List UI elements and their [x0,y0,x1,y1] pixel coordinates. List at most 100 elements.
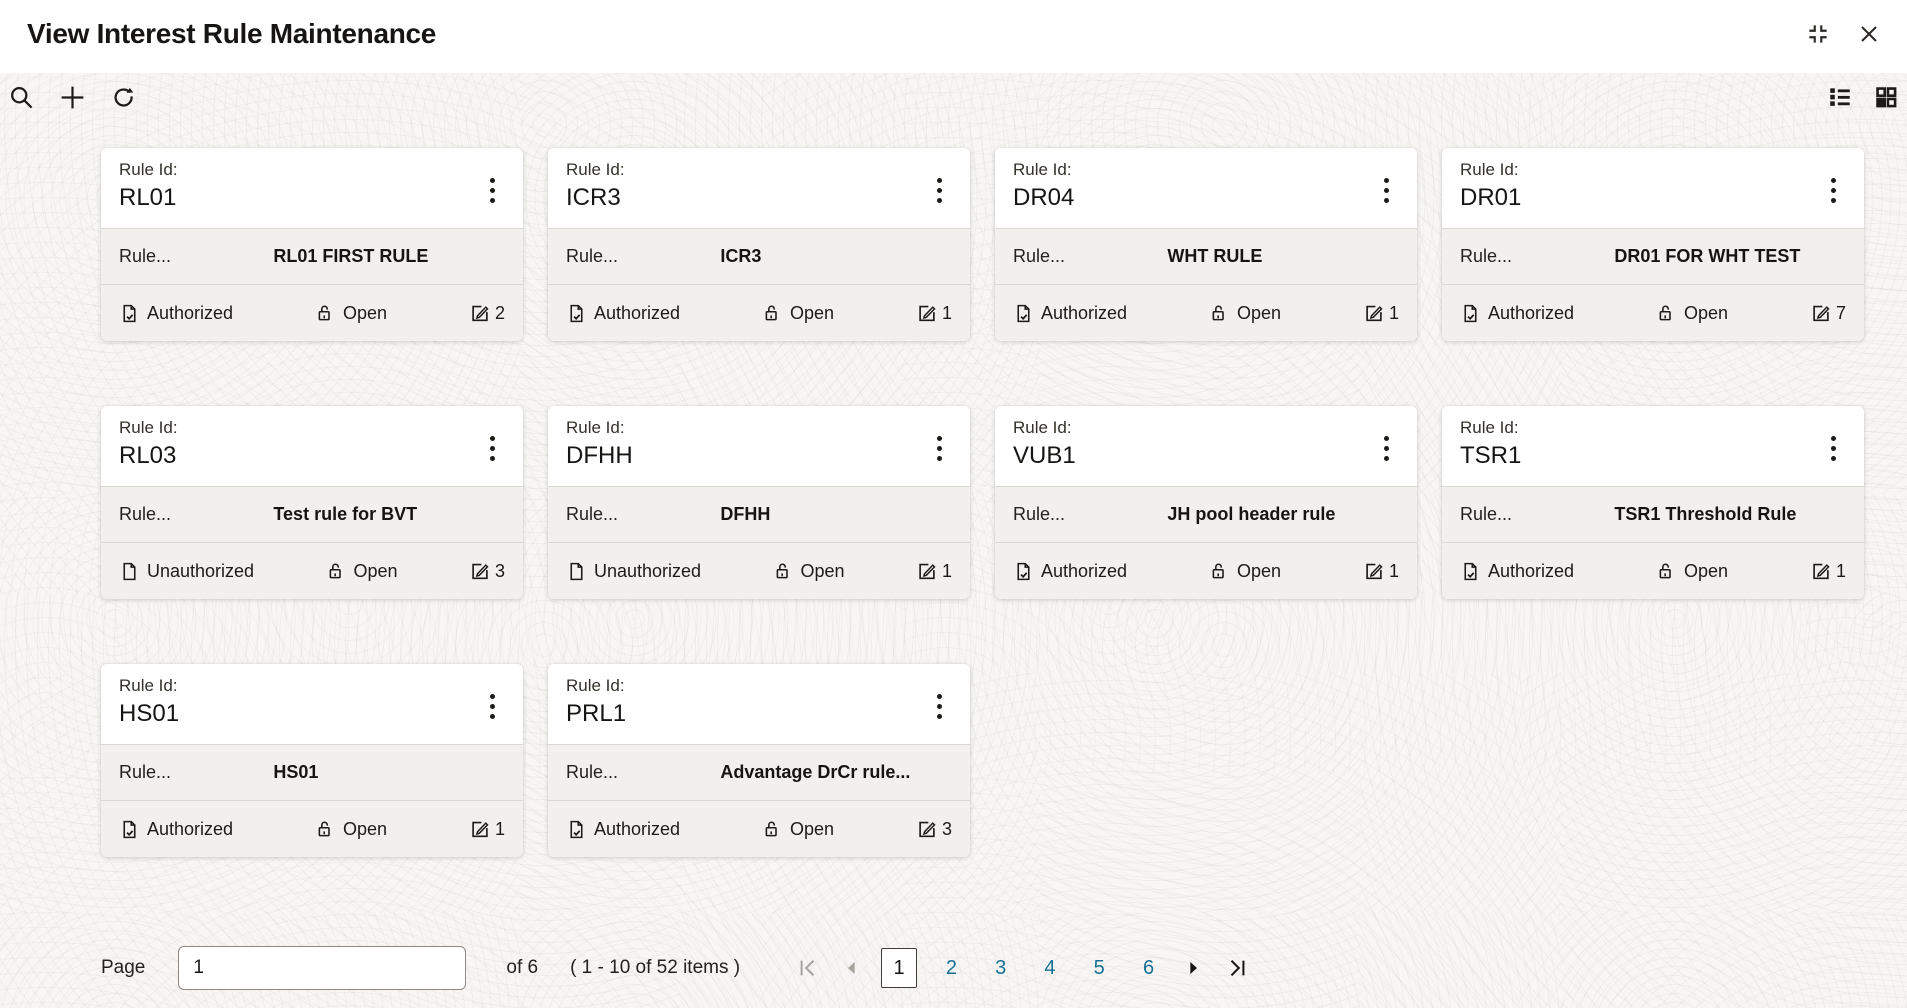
rule-card[interactable]: Rule Id: VUB1 Rule... JH pool header rul… [995,406,1417,599]
modification-count-text: 2 [494,302,505,323]
view-toggle [1827,84,1899,110]
page-title: View Interest Rule Maintenance [27,17,437,49]
kebab-menu-icon[interactable] [1369,167,1403,213]
rule-description-value: Test rule for BVT [273,504,418,524]
page-input[interactable] [178,946,467,990]
authorization-status-text: Authorized [1041,302,1128,323]
rule-description-label: Rule... [1460,504,1513,524]
rule-card[interactable]: Rule Id: DFHH Rule... DFHH Unauth [548,406,970,599]
page-number-button[interactable]: 3 [986,948,1016,988]
last-page-icon[interactable] [1215,946,1259,990]
record-status-text: Open [1237,560,1282,581]
unlock-icon [1212,305,1224,320]
authorization-status: Authorized [1013,561,1127,582]
page-number-button[interactable]: 6 [1134,948,1164,988]
kebab-menu-icon[interactable] [922,425,956,471]
unlock-icon [1659,563,1671,578]
rule-id-value: PRL1 [566,699,627,727]
kebab-menu-icon[interactable] [1816,167,1850,213]
rule-id-value: ICR3 [566,183,621,211]
record-status-text: Open [790,818,835,839]
rule-description-label: Rule... [119,246,172,266]
rule-description-row: Rule... DR01 FOR WHT TEST [1442,228,1864,285]
next-page-icon[interactable] [1171,946,1215,990]
authorization-status: Authorized [566,303,680,324]
rule-id-value: RL01 [119,183,177,211]
record-status-text: Open [1237,302,1282,323]
authorized-icon [570,820,583,838]
page-label: Page [101,957,146,978]
rule-card[interactable]: Rule Id: DR04 Rule... WHT RULE [995,148,1417,341]
rule-card[interactable]: Rule Id: ICR3 Rule... ICR3 [548,148,970,341]
modification-count-text: 3 [494,560,505,581]
close-icon[interactable] [1857,22,1881,46]
kebab-menu-icon[interactable] [1816,425,1850,471]
page-number-button[interactable]: 2 [936,948,966,988]
rule-description-row: Rule... Advantage DrCr rule... [548,744,970,801]
edit-count-icon [472,305,489,322]
page-number-button[interactable]: 4 [1035,948,1065,988]
rule-id-label: Rule Id: [119,676,178,695]
authorization-status: Authorized [566,819,680,840]
card-footer: Authorized Open [995,543,1417,599]
pagination-bar: Page of 6 ( 1 - 10 of 52 items ) 1 2 3 4… [101,942,1907,994]
search-icon[interactable] [8,84,35,111]
previous-page-icon[interactable] [830,946,874,990]
authorized-icon [1464,562,1477,580]
rule-id-label: Rule Id: [1460,160,1519,179]
rule-description-label: Rule... [119,762,172,782]
record-status: Open [315,303,387,324]
authorization-status-text: Authorized [1488,302,1575,323]
kebab-menu-icon[interactable] [1369,425,1403,471]
modification-count: 1 [1810,560,1846,582]
rule-description-value: HS01 [273,762,319,782]
rule-card[interactable]: Rule Id: RL01 Rule... RL01 FIRST RULE [101,148,523,341]
list-view-icon[interactable] [1827,84,1853,110]
rule-card[interactable]: Rule Id: RL03 Rule... Test rule for BVT [101,406,523,599]
page-number-button[interactable]: 1 [881,948,918,988]
add-icon[interactable] [58,83,87,112]
first-page-icon[interactable] [786,946,830,990]
page-number-button[interactable]: 5 [1084,948,1114,988]
modification-count: 1 [916,560,952,582]
record-status-text: Open [1684,560,1729,581]
rule-card[interactable]: Rule Id: PRL1 Rule... Advantage DrCr rul… [548,664,970,857]
rule-card[interactable]: Rule Id: HS01 Rule... HS01 [101,664,523,857]
pager-controls: 1 2 3 4 5 6 [786,946,1258,990]
refresh-icon[interactable] [110,84,137,111]
rule-card[interactable]: Rule Id: DR01 Rule... DR01 FOR WHT TEST [1442,148,1864,341]
record-status: Open [326,561,398,582]
rule-description-value: RL01 FIRST RULE [273,246,429,266]
edit-count-icon [919,821,936,838]
authorization-status-text: Unauthorized [147,560,255,581]
collapse-icon[interactable] [1805,21,1831,47]
unlock-icon [318,305,330,320]
kebab-menu-icon[interactable] [475,425,509,471]
rule-description-row: Rule... ICR3 [548,228,970,285]
modification-count-text: 1 [494,818,505,839]
grid-view-icon[interactable] [1873,84,1899,110]
unlock-icon [318,821,330,836]
card-footer: Authorized Open [1442,285,1864,341]
edit-count-icon [472,821,489,838]
rule-id-label: Rule Id: [1013,160,1072,179]
card-header: Rule Id: PRL1 [548,664,970,744]
titlebar: View Interest Rule Maintenance [0,0,1907,73]
authorization-status-text: Authorized [594,818,681,839]
kebab-menu-icon[interactable] [475,167,509,213]
card-footer: Authorized Open [548,801,970,857]
kebab-menu-icon[interactable] [922,167,956,213]
rule-card[interactable]: Rule Id: TSR1 Rule... TSR1 Threshold Rul… [1442,406,1864,599]
unlock-icon [776,563,788,578]
card-header: Rule Id: TSR1 [1442,406,1864,486]
record-status-text: Open [790,302,835,323]
authorized-icon [570,304,583,322]
card-footer: Unauthorized Open [101,543,523,599]
card-footer: Authorized Open [101,801,523,857]
kebab-menu-icon[interactable] [475,683,509,729]
rule-description-label: Rule... [1013,504,1066,524]
card-header: Rule Id: VUB1 [995,406,1417,486]
unauthorized-icon [123,562,136,580]
kebab-menu-icon[interactable] [922,683,956,729]
card-header: Rule Id: DR01 [1442,148,1864,228]
